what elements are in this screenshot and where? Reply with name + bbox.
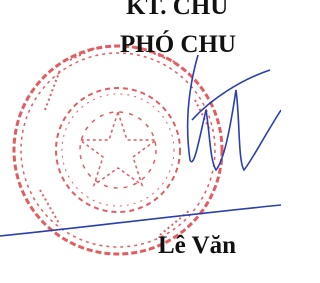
signer-name: Lê Văn (158, 233, 236, 258)
title-line: PHÓ CHU (120, 32, 236, 57)
title-line: KT. CHU (126, 0, 228, 19)
document-page: KT. CHU PHÓ CHU Lê Văn (0, 0, 281, 283)
